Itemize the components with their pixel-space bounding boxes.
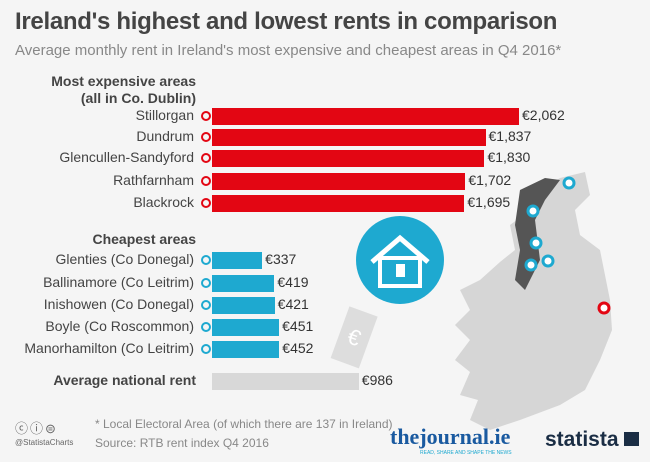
bar bbox=[212, 108, 519, 125]
location-dot-icon bbox=[201, 132, 211, 142]
group-label-cheapest: Cheapest areas bbox=[92, 231, 196, 247]
bar bbox=[212, 341, 280, 358]
location-dot-icon bbox=[201, 153, 211, 163]
bar-value-label: €1,837 bbox=[488, 128, 532, 144]
statista-logo: statista bbox=[545, 428, 640, 452]
bar bbox=[212, 373, 359, 390]
location-dot-icon bbox=[201, 176, 211, 186]
bar-value-label: €452 bbox=[282, 340, 314, 356]
bar-label: Inishowen (Co Donegal) bbox=[43, 296, 194, 312]
bar-value-label: €1,830 bbox=[487, 149, 531, 165]
location-dot-icon bbox=[201, 255, 211, 265]
group-label-expensive-2: (all in Co. Dublin) bbox=[80, 90, 196, 106]
bar bbox=[212, 252, 263, 269]
pin-icon bbox=[526, 204, 540, 218]
statista-handle: @StatistaCharts bbox=[15, 438, 74, 447]
location-dot-icon bbox=[201, 300, 211, 310]
bar-value-label: €451 bbox=[282, 318, 314, 334]
thejournal-tagline: READ, SHARE AND SHAPE THE NEWS bbox=[420, 450, 512, 456]
bar-value-label: €986 bbox=[361, 372, 393, 388]
bar-value-label: €419 bbox=[277, 274, 309, 290]
bar-value-label: €2,062 bbox=[522, 107, 565, 123]
group-label-expensive-1: Most expensive areas bbox=[51, 73, 196, 89]
bar-label: Glenties (Co Donegal) bbox=[55, 251, 194, 267]
bar-value-label: €337 bbox=[265, 251, 297, 267]
bar-label: Stillorgan bbox=[135, 107, 194, 123]
bar-label: Ballinamore (Co Leitrim) bbox=[43, 274, 194, 290]
thejournal-logo: thejournal.ie bbox=[390, 424, 511, 449]
bar-value-label: €421 bbox=[277, 296, 309, 312]
location-dot-icon bbox=[201, 344, 211, 354]
chart-title: Ireland's highest and lowest rents in co… bbox=[15, 8, 558, 35]
location-dot-icon bbox=[201, 198, 211, 208]
statista-logo-icon bbox=[624, 432, 640, 446]
bar-label: Boyle (Co Roscommon) bbox=[45, 318, 194, 334]
cc-license-icon: ⓒⓘ⊜ bbox=[15, 421, 58, 436]
source: Source: RTB rent index Q4 2016 bbox=[95, 436, 269, 450]
footnote: * Local Electoral Area (of which there a… bbox=[95, 417, 393, 431]
map-pins bbox=[524, 176, 611, 315]
bar bbox=[212, 275, 275, 292]
bar-label: Blackrock bbox=[133, 194, 194, 210]
bar bbox=[212, 129, 486, 146]
bar-label: Manorhamilton (Co Leitrim) bbox=[24, 340, 194, 356]
bar-value-label: €1,695 bbox=[467, 194, 511, 210]
bar-label: Dundrum bbox=[136, 128, 194, 144]
pin-icon bbox=[529, 236, 543, 250]
group-label-average: Average national rent bbox=[53, 372, 196, 388]
location-dot-icon bbox=[201, 322, 211, 332]
pin-icon bbox=[597, 301, 611, 315]
bar bbox=[212, 173, 466, 190]
pin-icon bbox=[562, 176, 576, 190]
bar-label: Glencullen-Sandyford bbox=[59, 149, 194, 165]
location-dot-icon bbox=[201, 278, 211, 288]
bar bbox=[212, 195, 465, 212]
location-dot-icon bbox=[201, 111, 211, 121]
price-tag-icon: € bbox=[330, 306, 378, 369]
bar bbox=[212, 150, 485, 167]
pin-icon bbox=[524, 258, 538, 272]
bar bbox=[212, 297, 275, 314]
pin-icon bbox=[541, 254, 555, 268]
house-icon bbox=[356, 216, 444, 304]
bar-value-label: €1,702 bbox=[468, 172, 512, 188]
bar-label: Rathfarnham bbox=[113, 172, 194, 188]
bar bbox=[212, 319, 280, 336]
chart-subtitle: Average monthly rent in Ireland's most e… bbox=[15, 42, 562, 59]
